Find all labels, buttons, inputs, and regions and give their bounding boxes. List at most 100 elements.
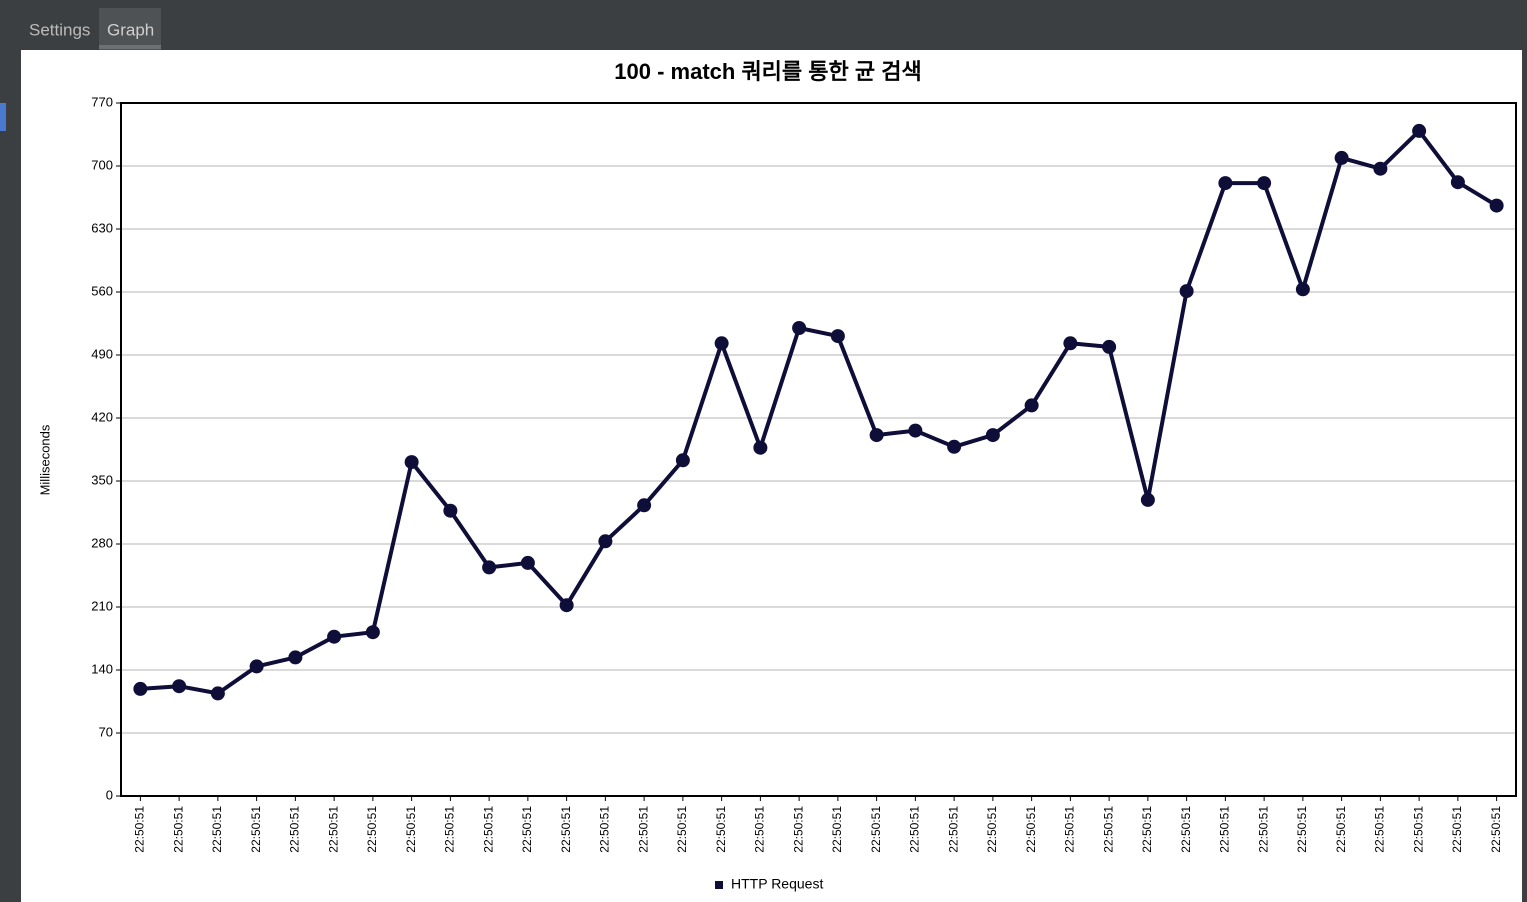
x-tick-label: 22:50:51 [753, 806, 767, 853]
y-tick-label: 0 [106, 787, 113, 802]
data-point [249, 659, 264, 674]
x-tick-label: 22:50:51 [1450, 806, 1464, 853]
x-tick-label: 22:50:51 [171, 806, 185, 853]
x-tick-label: 22:50:51 [869, 806, 883, 853]
chart-title: 100 - match 쿼리를 통한 균 검색 [614, 59, 921, 84]
data-point [1334, 150, 1349, 165]
data-point [985, 428, 1000, 443]
x-tick-label: 22:50:51 [598, 806, 612, 853]
y-tick-label: 630 [91, 220, 113, 235]
data-point [675, 453, 690, 468]
data-point [172, 679, 187, 694]
legend-label: HTTP Request [731, 876, 823, 892]
x-tick-label: 22:50:51 [288, 806, 302, 853]
tab-bar [0, 0, 1527, 50]
data-point [559, 598, 574, 613]
data-point [908, 423, 923, 438]
data-point [1102, 339, 1117, 354]
x-tick-label: 22:50:51 [1218, 806, 1232, 853]
side-marker [0, 103, 6, 131]
x-tick-label: 22:50:51 [1411, 806, 1425, 853]
data-point [792, 321, 807, 335]
tab-underline [99, 45, 161, 49]
data-point [1257, 176, 1272, 191]
x-tick-label: 22:50:51 [481, 806, 495, 853]
y-tick-label: 770 [91, 94, 113, 109]
side-strip [0, 50, 21, 902]
x-tick-label: 22:50:51 [946, 806, 960, 853]
x-tick-label: 22:50:51 [908, 806, 922, 853]
x-tick-label: 22:50:51 [675, 806, 689, 853]
x-tick-label: 22:50:51 [133, 806, 147, 853]
data-point [1295, 282, 1310, 297]
y-tick-label: 280 [91, 535, 113, 550]
right-strip [1522, 50, 1527, 902]
x-tick-label: 22:50:51 [1179, 806, 1193, 853]
x-tick-label: 22:50:51 [1256, 806, 1270, 853]
x-tick-label: 22:50:51 [404, 806, 418, 853]
x-tick-label: 22:50:51 [985, 806, 999, 853]
x-tick-label: 22:50:51 [1140, 806, 1154, 853]
tab[interactable]: Settings [29, 20, 90, 39]
data-point [404, 455, 419, 470]
x-tick-label: 22:50:51 [1063, 806, 1077, 853]
y-axis-label: Milliseconds [37, 424, 52, 495]
data-point [947, 439, 962, 454]
x-tick-label: 22:50:51 [326, 806, 340, 853]
y-tick-label: 70 [99, 724, 113, 739]
data-point [830, 329, 845, 344]
y-tick-label: 210 [91, 598, 113, 613]
data-point [753, 440, 768, 455]
y-tick-label: 490 [91, 346, 113, 361]
data-point [1450, 175, 1465, 190]
y-tick-label: 700 [91, 157, 113, 172]
x-tick-label: 22:50:51 [210, 806, 224, 853]
data-point [714, 336, 729, 351]
data-point [1063, 336, 1078, 351]
data-point [1179, 284, 1194, 299]
x-tick-label: 22:50:51 [365, 806, 379, 853]
data-point [443, 503, 458, 518]
data-point [598, 534, 613, 549]
plot-frame [120, 102, 1517, 797]
y-tick-label: 140 [91, 661, 113, 676]
x-tick-label: 22:50:51 [559, 806, 573, 853]
data-point [1373, 161, 1388, 176]
data-point [133, 681, 148, 696]
y-tick-label: 420 [91, 409, 113, 424]
data-point [1024, 398, 1039, 413]
data-point [1140, 492, 1155, 507]
x-tick-label: 22:50:51 [249, 806, 263, 853]
data-point [288, 650, 303, 665]
data-point [1412, 123, 1427, 138]
x-tick-label: 22:50:51 [1334, 806, 1348, 853]
plot: 0 70 140 210 280 350 420 490 560 630 700 770 22:50:5… [91, 94, 1517, 892]
y-tick-label: 350 [91, 472, 113, 487]
x-tick-label: 22:50:51 [1489, 806, 1503, 853]
data-point [637, 498, 652, 513]
tab-selected-bg [99, 8, 161, 50]
series-line [140, 128, 1498, 696]
data-point [1218, 176, 1233, 191]
data-point [520, 555, 535, 570]
data-point [210, 686, 225, 701]
tab[interactable]: Graph [107, 20, 154, 39]
x-tick-label: 22:50:51 [1101, 806, 1115, 853]
data-point [365, 625, 380, 640]
data-point [1489, 198, 1504, 213]
x-tick-label: 22:50:51 [520, 806, 534, 853]
x-tick-label: 22:50:51 [714, 806, 728, 853]
data-point [327, 629, 342, 644]
x-tick-label: 22:50:51 [1295, 806, 1309, 853]
x-tick-label: 22:50:51 [443, 806, 457, 853]
x-tick-label: 22:50:51 [1373, 806, 1387, 853]
x-tick-label: 22:50:51 [636, 806, 650, 853]
data-point [482, 560, 497, 575]
legend-swatch [715, 881, 723, 889]
y-tick-label: 560 [91, 283, 113, 298]
x-tick-label: 22:50:51 [791, 806, 805, 853]
data-point [869, 428, 884, 443]
x-tick-label: 22:50:51 [830, 806, 844, 853]
